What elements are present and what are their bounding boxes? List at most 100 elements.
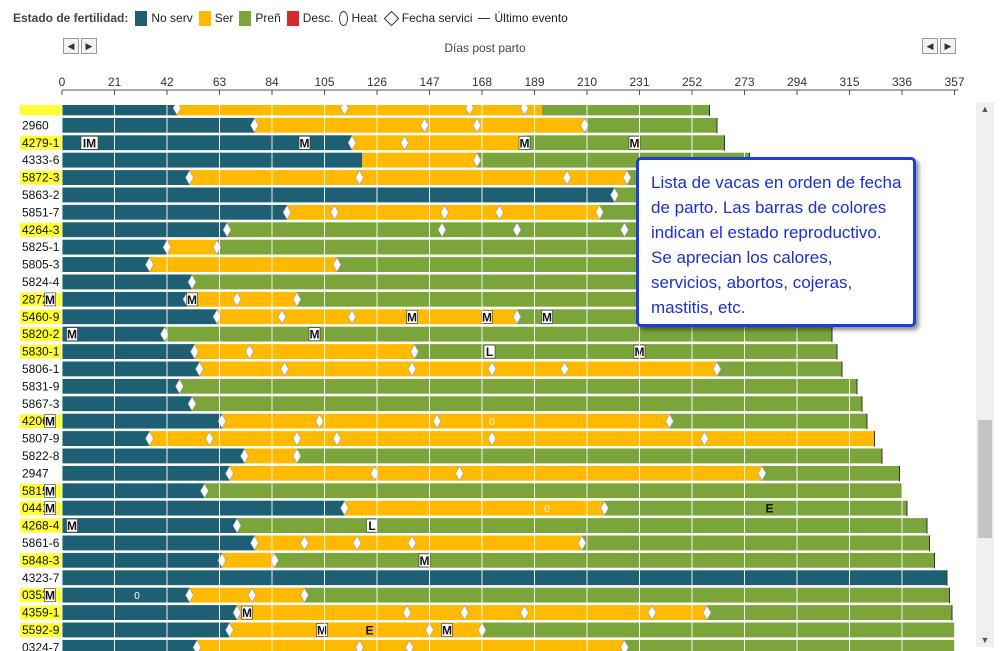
service-diamond (282, 204, 292, 221)
bar-segment-ser (229, 465, 762, 481)
service-diamond (225, 465, 234, 482)
service-diamond (520, 105, 529, 116)
x-tick-label: 357 (944, 75, 964, 89)
event-mark-box (44, 588, 56, 603)
cow-id-label: 5592-9 (22, 623, 60, 637)
x-tick-label: 168 (472, 75, 492, 89)
cow-row: 0324-7 (22, 639, 955, 651)
event-mark-m: M (300, 136, 310, 150)
service-diamond (187, 274, 197, 290)
service-diamond (232, 291, 242, 308)
event-mark-box (44, 292, 56, 307)
service-diamond (280, 361, 289, 377)
page-left-button[interactable]: ◀ (922, 38, 938, 54)
service-diamond (520, 604, 529, 621)
cow-id-label: 5805-3 (22, 258, 60, 272)
cow-row: 4359-1 M (20, 604, 953, 622)
triangle-right-icon: ▶ (85, 41, 93, 51)
cow-id-label: 2947 (22, 466, 49, 480)
cow-row: 5861-6 (22, 535, 930, 552)
event-mark-box (66, 518, 78, 533)
bar-segment-ser (189, 170, 627, 186)
service-diamond (175, 378, 184, 395)
cow-id-label: 5848-3 (22, 553, 60, 567)
triangle-left-icon: ◀ (926, 41, 934, 51)
cow-id-label: 4323-7 (22, 571, 60, 585)
bar-segment-no-serv (62, 396, 192, 412)
legend-item-last-event: Último evento (478, 11, 568, 25)
service-diamond (487, 361, 497, 377)
event-mark-m: M (482, 310, 492, 324)
event-mark-im: IM (83, 136, 96, 150)
page-right-button[interactable]: ▶ (940, 38, 956, 54)
cow-row: 4206 0 M (20, 413, 868, 430)
service-diamond (595, 204, 604, 221)
bar-segment-no-serv (62, 105, 177, 116)
event-mark-box (44, 483, 56, 498)
legend-swatch-pren (239, 10, 252, 26)
bar-segment-ser (344, 500, 605, 516)
event-mark-e: E (765, 502, 773, 516)
service-diamond (240, 448, 249, 464)
bar-segment-no-serv (62, 587, 190, 603)
bar-segment-no-serv (62, 309, 217, 325)
scrollbar-thumb[interactable] (978, 420, 992, 538)
cow-row: 5822-8 (22, 448, 883, 465)
bar-segment-no-serv (62, 448, 245, 464)
cow-row: 5806-1 (22, 361, 843, 378)
x-tick-label: 336 (892, 75, 912, 89)
bar-segment-no-serv (62, 465, 230, 481)
service-diamond (332, 430, 342, 447)
service-diamond (247, 587, 257, 603)
cow-id-highlight (20, 135, 62, 150)
scroll-up-arrow-icon[interactable]: ▲ (980, 104, 990, 114)
legend-label-heat: Heat (351, 11, 377, 25)
bar-segment-no-serv (62, 622, 230, 638)
bar-segment-no-serv (62, 500, 345, 516)
bar-segment-no-serv (62, 135, 352, 151)
vertical-scrollbar[interactable]: ▲ ▼ (976, 102, 994, 647)
service-diamond (600, 500, 609, 516)
scroll-right-button[interactable]: ▶ (81, 38, 97, 54)
cow-row: 5848-3 M (20, 552, 935, 569)
service-diamond (432, 413, 442, 429)
service-diamond (300, 535, 309, 551)
service-diamond (472, 117, 482, 134)
service-diamond (560, 361, 569, 377)
service-diamond (512, 222, 522, 238)
bar-segment-ser (189, 587, 305, 603)
bar-segment-no-serv (62, 291, 187, 307)
x-tick-label: 147 (419, 75, 439, 89)
cow-row: 2947 (22, 465, 900, 482)
scroll-left-button[interactable]: ◀ (63, 38, 79, 54)
service-diamond (512, 309, 522, 325)
cow-id-highlight (20, 623, 62, 637)
bar-segment-ser (362, 152, 477, 168)
x-tick-label: 294 (787, 75, 807, 89)
service-diamond (225, 622, 234, 638)
bar-segment-ser (149, 257, 337, 273)
triangle-right-icon: ▶ (944, 41, 952, 51)
cow-row: 0441 0 M E (20, 500, 908, 517)
service-diamond (250, 117, 259, 134)
bar-segment-pren (414, 344, 837, 360)
cow-row: 5592-9 M E M (20, 622, 955, 639)
cow-id-highlight (20, 605, 62, 620)
bar-segment-ser (254, 535, 582, 551)
service-diamond (402, 604, 412, 621)
bar-segment-ser (222, 552, 275, 568)
event-mark-m: M (45, 589, 55, 603)
x-tick-label: 63 (213, 75, 227, 89)
bar-segment-pren (304, 587, 950, 603)
legend-item-service-date: Fecha servici (383, 10, 472, 26)
legend-item-heat: Heat (339, 10, 377, 26)
cow-id-label: 4279-1 (22, 136, 60, 150)
scroll-down-arrow-icon[interactable]: ▼ (980, 635, 990, 645)
bar-segment-pren (707, 605, 952, 621)
bar-segment-pren (582, 535, 930, 551)
legend-label-desc: Desc. (302, 11, 334, 25)
cow-id-label: 0353 (22, 588, 49, 602)
bar-segment-pren (192, 396, 862, 412)
fertility-legend: Estado de fertilidad: No serv Ser Preñ D… (13, 9, 574, 27)
x-tick-label: 273 (734, 75, 754, 89)
